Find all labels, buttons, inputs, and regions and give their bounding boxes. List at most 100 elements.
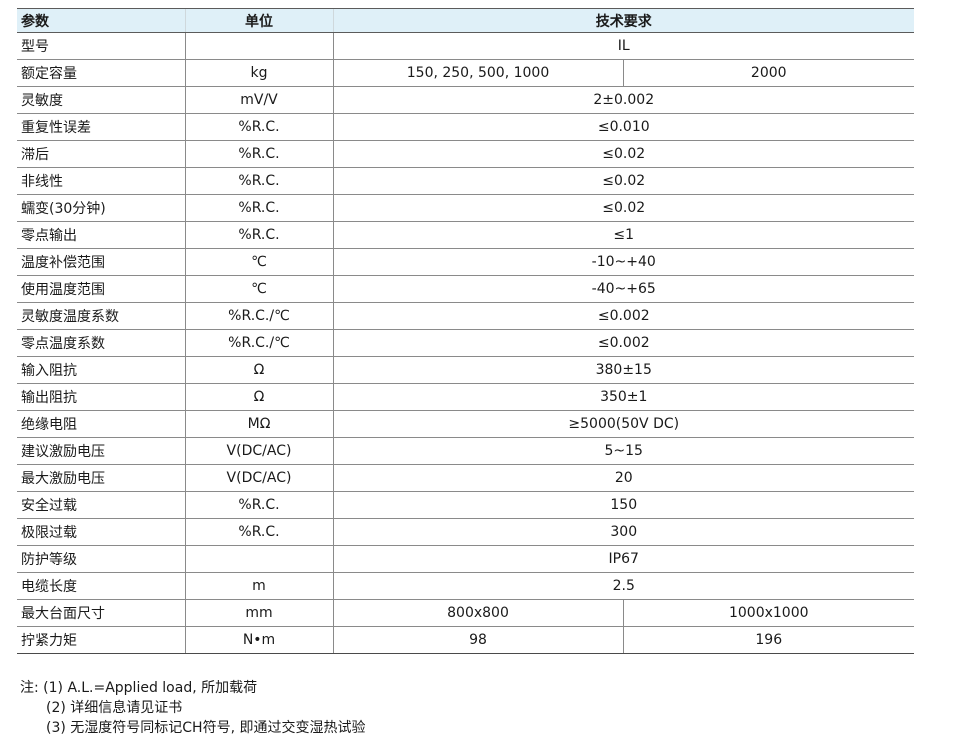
param-cell: 输出阻抗: [17, 383, 185, 411]
footnotes: 注: (1) A.L.=Applied load, 所加载荷 (2) 详细信息请…: [20, 678, 365, 738]
value-cell: ≥5000(50V DC): [332, 410, 914, 438]
table-row: 蠕变(30分钟) %R.C. ≤0.02: [17, 194, 914, 222]
value-cell: ≤1: [332, 221, 914, 249]
table-header-row: 参数 单位 技术要求: [17, 8, 914, 33]
unit-cell: [184, 545, 333, 573]
table-row: 最大台面尺寸 mm 800x800 1000x1000: [17, 599, 914, 627]
param-cell: 安全过载: [17, 491, 185, 519]
value-cell: 5~15: [332, 437, 914, 465]
table-row: 使用温度范围 ℃ -40~+65: [17, 275, 914, 303]
param-cell: 最大激励电压: [17, 464, 185, 492]
param-cell: 电缆长度: [17, 572, 185, 600]
param-cell: 输入阻抗: [17, 356, 185, 384]
value-cell: ≤0.002: [332, 329, 914, 357]
param-cell: 极限过载: [17, 518, 185, 546]
unit-cell: %R.C.: [184, 167, 333, 195]
param-cell: 灵敏度: [17, 86, 185, 114]
value-cell: ≤0.02: [332, 194, 914, 222]
param-cell: 最大台面尺寸: [17, 599, 185, 627]
header-param: 参数: [17, 8, 185, 33]
value-cell: 380±15: [332, 356, 914, 384]
value-cell: 2.5: [332, 572, 914, 600]
value-cell: 350±1: [332, 383, 914, 411]
value-cell: 300: [332, 518, 914, 546]
unit-cell: V(DC/AC): [184, 437, 333, 465]
table-row: 重复性误差 %R.C. ≤0.010: [17, 113, 914, 141]
table-row: 额定容量 kg 150, 250, 500, 1000 2000: [17, 59, 914, 87]
unit-cell: %R.C.: [184, 518, 333, 546]
value-cell: ≤0.02: [332, 140, 914, 168]
param-cell: 防护等级: [17, 545, 185, 573]
table-row: 建议激励电压 V(DC/AC) 5~15: [17, 437, 914, 465]
spec-table: 参数 单位 技术要求 型号 IL 额定容量 kg 150, 250, 500, 1000…: [17, 8, 914, 654]
table-row: 极限过载 %R.C. 300: [17, 518, 914, 546]
unit-cell: mm: [184, 599, 333, 627]
value-cell: 2000: [622, 59, 914, 87]
value-cell: ≤0.010: [332, 113, 914, 141]
param-cell: 灵敏度温度系数: [17, 302, 185, 330]
unit-cell: V(DC/AC): [184, 464, 333, 492]
header-requirement: 技术要求: [332, 8, 914, 33]
param-cell: 建议激励电压: [17, 437, 185, 465]
unit-cell: Ω: [184, 356, 333, 384]
unit-cell: m: [184, 572, 333, 600]
table-row: 零点温度系数 %R.C./℃ ≤0.002: [17, 329, 914, 357]
footnote-2: (2) 详细信息请见证书: [46, 700, 183, 716]
param-cell: 型号: [17, 32, 185, 60]
param-cell: 非线性: [17, 167, 185, 195]
value-cell: ≤0.002: [332, 302, 914, 330]
param-cell: 零点温度系数: [17, 329, 185, 357]
table-row: 拧紧力矩 N•m 98 196: [17, 626, 914, 654]
table-row: 非线性 %R.C. ≤0.02: [17, 167, 914, 195]
value-cell: 150: [332, 491, 914, 519]
value-cell: ≤0.02: [332, 167, 914, 195]
param-cell: 滞后: [17, 140, 185, 168]
param-cell: 绝缘电阻: [17, 410, 185, 438]
param-cell: 零点输出: [17, 221, 185, 249]
param-cell: 蠕变(30分钟): [17, 194, 185, 222]
param-cell: 额定容量: [17, 59, 185, 87]
param-cell: 重复性误差: [17, 113, 185, 141]
unit-cell: %R.C.: [184, 140, 333, 168]
unit-cell: kg: [184, 59, 333, 87]
param-cell: 温度补偿范围: [17, 248, 185, 276]
value-cell: -10~+40: [332, 248, 914, 276]
table-row: 防护等级 IP67: [17, 545, 914, 573]
table-row: 灵敏度温度系数 %R.C./℃ ≤0.002: [17, 302, 914, 330]
table-row: 最大激励电压 V(DC/AC) 20: [17, 464, 914, 492]
table-row: 安全过载 %R.C. 150: [17, 491, 914, 519]
value-cell: 196: [622, 626, 914, 654]
unit-cell: [184, 32, 333, 60]
unit-cell: %R.C./℃: [184, 302, 333, 330]
unit-cell: ℃: [184, 275, 333, 303]
footnote-3: (3) 无湿度符号同标记CH符号, 即通过交变湿热试验: [46, 720, 366, 736]
value-cell: 1000x1000: [622, 599, 914, 627]
param-cell: 拧紧力矩: [17, 626, 185, 654]
unit-cell: mV/V: [184, 86, 333, 114]
value-cell: 20: [332, 464, 914, 492]
value-cell: 98: [332, 626, 623, 654]
unit-cell: Ω: [184, 383, 333, 411]
value-cell: 150, 250, 500, 1000: [332, 59, 623, 87]
value-cell: -40~+65: [332, 275, 914, 303]
value-cell: IL: [332, 32, 914, 60]
footnote-1: 注: (1) A.L.=Applied load, 所加载荷: [20, 680, 258, 696]
table-row: 温度补偿范围 ℃ -10~+40: [17, 248, 914, 276]
table-row: 电缆长度 m 2.5: [17, 572, 914, 600]
value-cell: IP67: [332, 545, 914, 573]
table-row: 输出阻抗 Ω 350±1: [17, 383, 914, 411]
unit-cell: %R.C.: [184, 491, 333, 519]
table-row: 滞后 %R.C. ≤0.02: [17, 140, 914, 168]
param-cell: 使用温度范围: [17, 275, 185, 303]
table-row: 零点输出 %R.C. ≤1: [17, 221, 914, 249]
unit-cell: N•m: [184, 626, 333, 654]
unit-cell: %R.C./℃: [184, 329, 333, 357]
table-row: 输入阻抗 Ω 380±15: [17, 356, 914, 384]
unit-cell: %R.C.: [184, 194, 333, 222]
unit-cell: %R.C.: [184, 113, 333, 141]
value-cell: 800x800: [332, 599, 623, 627]
table-row: 型号 IL: [17, 32, 914, 60]
table-row: 绝缘电阻 MΩ ≥5000(50V DC): [17, 410, 914, 438]
unit-cell: %R.C.: [184, 221, 333, 249]
table-row: 灵敏度 mV/V 2±0.002: [17, 86, 914, 114]
